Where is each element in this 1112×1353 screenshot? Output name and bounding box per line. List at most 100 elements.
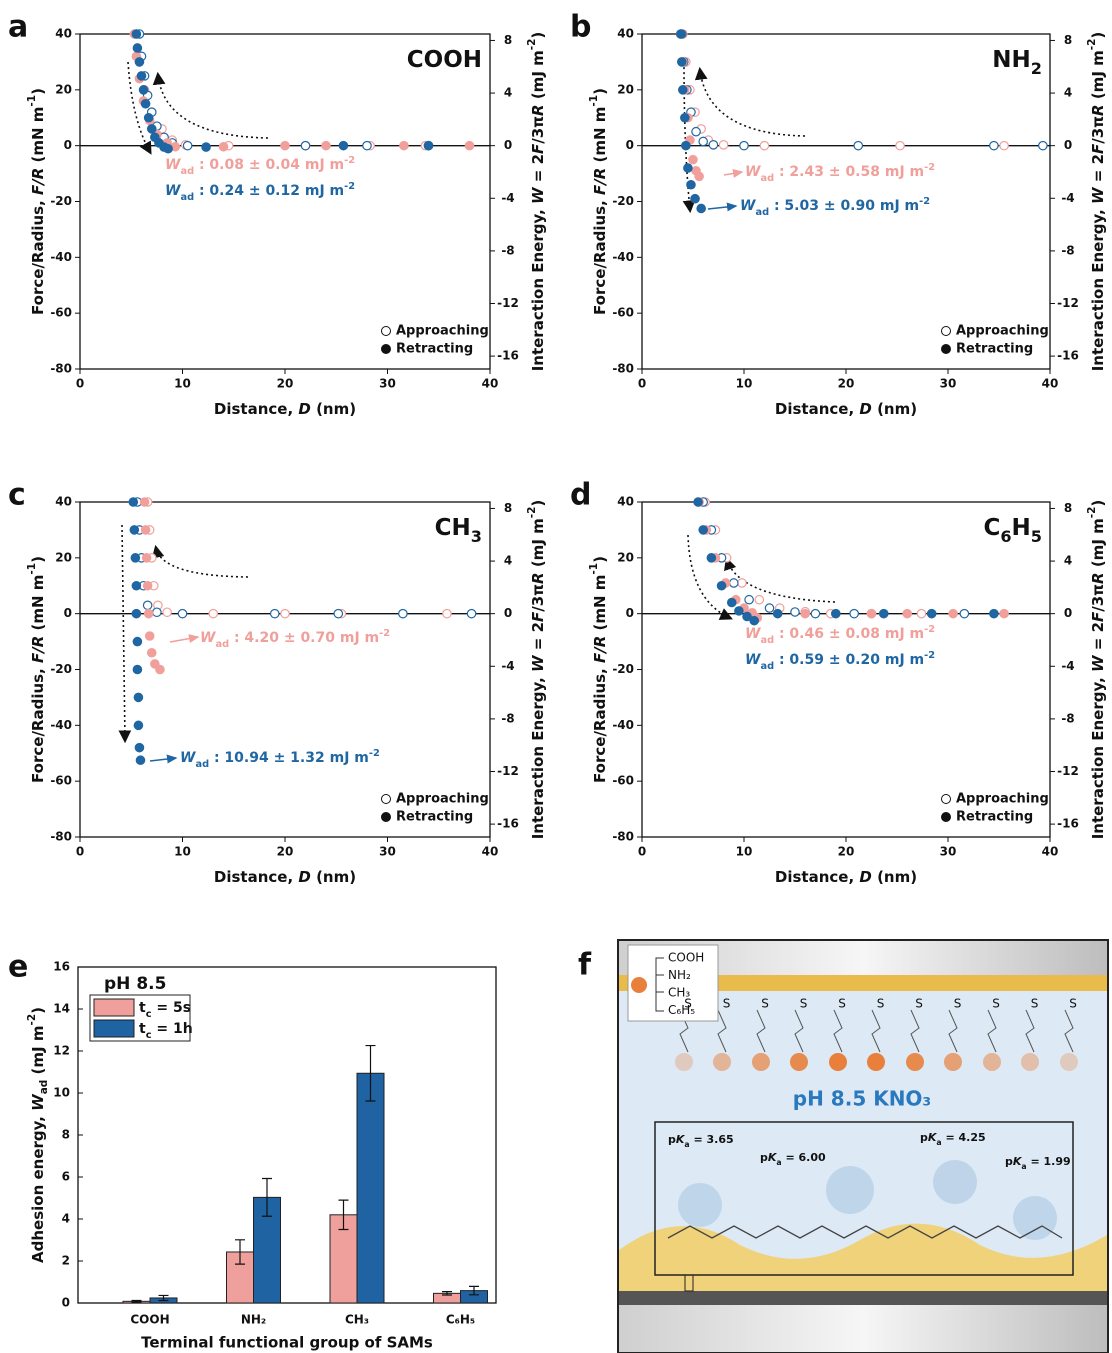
text-part: = 3.65 [690,1133,734,1146]
legend-marker [381,794,391,804]
text-part: Interaction Energy, [529,204,547,371]
data-point [143,112,154,123]
plot-frame [79,33,491,370]
atom-label: S [954,997,962,1011]
text-part: 5 [1031,527,1042,546]
data-point [133,692,144,703]
text-part: H [1012,515,1031,541]
text-part: Distance, [214,400,298,418]
data-point [135,755,146,766]
annotation: Wad : 10.94 ± 1.32 mJ m-2 [180,748,380,770]
data-point [764,603,775,613]
text-part: -2 [344,181,355,192]
y-tick-label: -80 [612,830,634,844]
y-tick-label: 0 [64,606,72,620]
legend-marker [941,812,951,822]
text-part: W [740,198,756,214]
text-part: F/R [29,636,47,663]
text-part: K [928,1131,938,1144]
data-point [902,608,912,619]
data-point [878,608,889,619]
x-tick-label: CH₃ [345,1313,369,1327]
data-point [138,85,149,95]
data-point [362,140,372,151]
legend-label: tc = 1h [139,1021,193,1041]
text-part: F/R [591,168,609,195]
pka-label: pKa = 6.00 [760,1151,826,1167]
text-part: D [859,868,871,886]
data-point [677,85,688,95]
text-part: (mJ m [529,518,547,572]
y2-tick-label: -12 [497,764,519,778]
data-point [280,140,290,151]
text-part: ad [760,635,774,646]
text-part: -2 [1086,39,1098,51]
data-point [130,553,141,563]
text-part: W [1089,654,1107,672]
panel-letter: c [8,478,26,513]
text-part: (nm) [311,400,356,418]
data-point [128,497,139,507]
data-point [691,126,701,137]
text-part: F [1089,143,1107,154]
y-tick-label: 0 [64,138,72,152]
x-tick-label: 0 [76,377,84,391]
data-point [718,140,729,150]
data-point [728,578,739,588]
text-part: ad [760,661,774,672]
data-point [131,580,142,591]
y-axis-label: Adhesion energy, Wad (mJ m-2) [26,1007,50,1263]
text-part: CH [435,515,471,541]
text-part: -1 [26,95,38,107]
text-part: -2 [526,507,538,519]
y-tick-label: 20 [55,82,72,96]
data-point [698,525,708,535]
data-point [162,607,172,618]
text-part: 3 [471,527,482,546]
data-point [810,608,821,619]
text-part: D [859,400,871,418]
text-part: -2 [26,1014,38,1026]
text-part: K [676,1133,686,1146]
text-part: = 2 [1089,154,1107,187]
data-point [146,124,157,134]
data-point [690,193,700,204]
data-point [131,29,142,39]
data-point [693,497,703,507]
text-part: -1 [588,563,600,575]
data-point [686,179,696,190]
text-part: -2 [924,162,935,173]
text-part: ad [180,166,194,177]
text-part: Force/Radius, [591,663,609,783]
legend-marker [941,326,951,336]
text-part: D [298,868,310,886]
text-part: a [1021,1162,1026,1171]
text-part: c [146,1030,152,1041]
x-tick-label: 30 [379,845,396,859]
data-point [333,608,344,619]
x-tick-label: 40 [482,377,499,391]
panel-letter: b [570,10,591,45]
y2-tick-label: -12 [1057,296,1079,310]
text-part: (mN m [29,575,47,636]
data-point [140,98,151,109]
x-axis-label: Distance, D (nm) [214,400,356,418]
y2-tick-label: -16 [1057,349,1079,363]
x-tick-label: 10 [174,377,191,391]
text-part: /3π [529,116,547,144]
data-point [132,664,143,675]
data-point [790,607,800,617]
panel-letter: a [8,10,28,45]
text-part: F [1089,611,1107,622]
text-part: (nm) [311,868,356,886]
atom-label: S [992,997,1000,1011]
atom-label: S [838,997,846,1011]
x-tick-label: 0 [638,845,646,859]
y-axis-label: Force/Radius, F/R (mN m-1) [588,556,609,783]
text-part: = 2 [529,622,547,655]
text-part: ) [1089,500,1107,507]
y-axis-label: Force/Radius, F/R (mN m-1) [26,556,47,783]
legend-label: Approaching [956,792,1049,807]
data-point [772,608,783,619]
data-point [734,606,744,616]
